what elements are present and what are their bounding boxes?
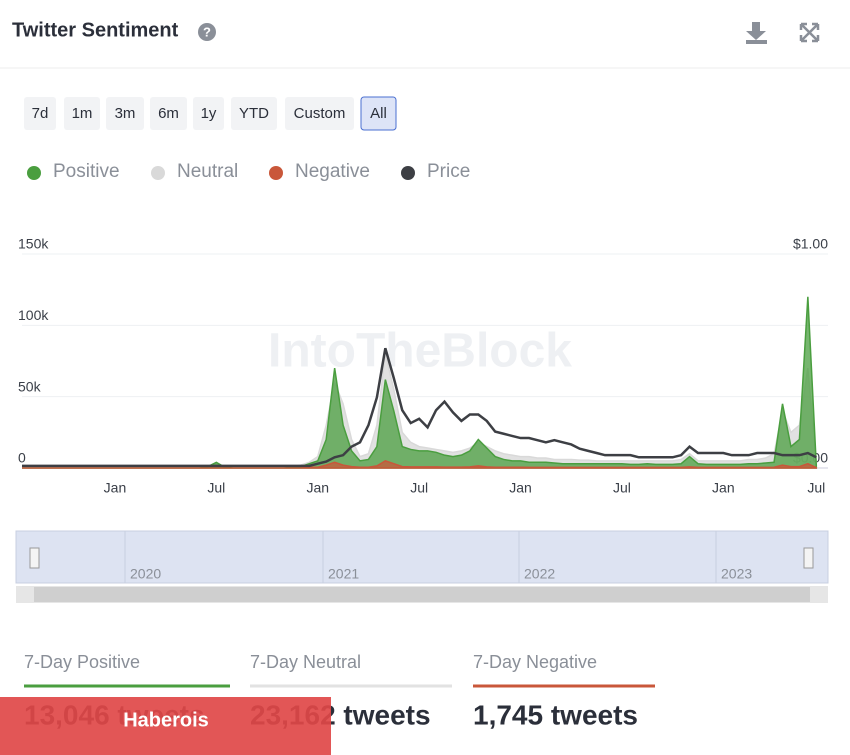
button-bg: [64, 97, 100, 130]
legend-marker[interactable]: [27, 166, 41, 180]
button-bg: [106, 97, 144, 130]
x-tick-label: Jul: [410, 480, 428, 496]
legend-label[interactable]: Neutral: [177, 161, 238, 182]
y-tick-label: 50k: [18, 378, 42, 394]
button-bg: [360, 96, 397, 131]
button-bg: [150, 97, 187, 130]
button-bg: [231, 97, 277, 130]
button-bg: [24, 97, 56, 130]
x-tick-label: Jan: [509, 480, 532, 496]
legend-label[interactable]: Positive: [53, 161, 120, 182]
x-tick-label: Jul: [207, 480, 225, 496]
range-button[interactable]: 1y: [193, 97, 224, 130]
navigator-label: 2022: [524, 566, 555, 582]
navigator-label: 2023: [721, 566, 752, 582]
navigator-label: 2021: [328, 566, 359, 582]
button-label: YTD: [239, 105, 269, 122]
range-button[interactable]: 3m: [106, 97, 144, 130]
legend-marker[interactable]: [401, 166, 415, 180]
y-tick-label: 0: [18, 450, 26, 466]
navigator[interactable]: [15, 530, 829, 584]
range-button[interactable]: Custom: [285, 97, 354, 130]
button-label: 6m: [158, 105, 179, 122]
navigator-handle[interactable]: [803, 547, 814, 569]
y-tick-label: 100k: [18, 307, 49, 323]
area: [22, 296, 818, 469]
button-label: 1y: [201, 105, 217, 122]
x-tick-label: Jan: [104, 480, 127, 496]
widget-title: Twitter Sentiment: [12, 19, 179, 41]
banner-text: Haberois: [123, 709, 209, 731]
stat-label: 7-Day Neutral: [250, 652, 361, 672]
legend-label[interactable]: Price: [427, 161, 470, 182]
download-icon[interactable]: [746, 22, 767, 44]
x-tick-label: Jan: [306, 480, 329, 496]
area: [22, 460, 818, 469]
range-button[interactable]: 7d: [24, 97, 56, 130]
button-label: Custom: [294, 105, 346, 122]
x-tick-label: Jul: [613, 480, 631, 496]
stat-label: 7-Day Negative: [473, 652, 597, 672]
x-tick-label: Jul: [807, 480, 825, 496]
button-label: All: [370, 105, 387, 122]
price-line: [22, 347, 817, 468]
x-tick-label: Jan: [712, 480, 735, 496]
button-label: 3m: [115, 105, 136, 122]
button-bg: [285, 97, 354, 130]
button-bg: [193, 97, 224, 130]
fullscreen-icon[interactable]: [799, 22, 820, 43]
range-button[interactable]: YTD: [231, 97, 277, 130]
navigator-label: 2020: [130, 566, 161, 582]
legend-label[interactable]: Negative: [295, 161, 370, 182]
legend-marker[interactable]: [151, 166, 165, 180]
range-button[interactable]: All: [360, 96, 397, 131]
y-tick-label: 150k: [18, 236, 49, 252]
range-button[interactable]: 1m: [64, 97, 100, 130]
navigator-handle[interactable]: [29, 547, 40, 569]
legend-marker[interactable]: [269, 166, 283, 180]
range-button[interactable]: 6m: [150, 97, 187, 130]
banner: [0, 697, 331, 755]
y2-tick-label: $1.00: [793, 236, 828, 252]
stat-label: 7-Day Positive: [24, 652, 140, 672]
watermark: IntoTheBlock: [268, 325, 572, 378]
svg-text:?: ?: [203, 24, 211, 39]
scrollbar-thumb[interactable]: [34, 587, 810, 602]
button-label: 1m: [72, 105, 93, 122]
stat-value: 1,745 tweets: [473, 699, 638, 730]
help-icon[interactable]: ?: [198, 23, 216, 41]
button-label: 7d: [32, 105, 49, 122]
